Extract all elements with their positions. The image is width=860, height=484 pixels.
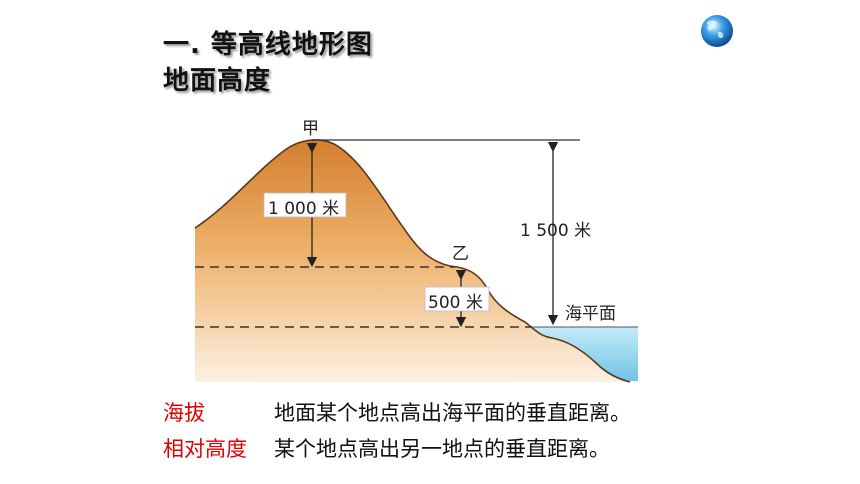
- definition-text-relative-height: 某个地点高出另一地点的垂直距离。: [274, 437, 610, 461]
- slide-subtitle: 地面高度: [163, 66, 272, 96]
- land-outline: [194, 139, 631, 383]
- definition-term-altitude: 海拔: [163, 401, 205, 425]
- saddle-label: 乙: [452, 244, 469, 264]
- definition-term-relative-height: 相对高度: [163, 437, 247, 461]
- peak-label: 甲: [302, 119, 319, 139]
- label-box-500: [424, 286, 490, 312]
- definition-text-altitude: 地面某个地点高出海平面的垂直距离。: [274, 401, 631, 425]
- label-box-1000: [263, 192, 347, 218]
- sea-level-label: 海平面: [565, 304, 616, 324]
- height-500-label: 500 米: [428, 293, 483, 313]
- land-profile: [195, 139, 630, 382]
- globe-icon: [701, 15, 733, 47]
- slide-title: 一. 等高线地形图: [163, 30, 373, 60]
- height-1500-label: 1 500 米: [520, 221, 592, 241]
- height-1000-label: 1 000 米: [268, 199, 340, 219]
